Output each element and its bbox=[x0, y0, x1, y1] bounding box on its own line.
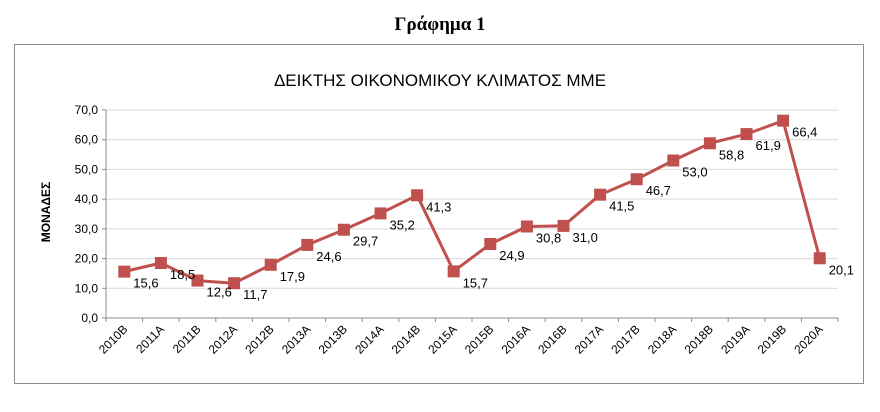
data-point-marker bbox=[154, 257, 167, 270]
data-label: 17,9 bbox=[280, 269, 305, 284]
data-point-marker bbox=[703, 137, 716, 150]
data-label: 24,9 bbox=[499, 248, 524, 263]
y-tick-label: 0,0 bbox=[81, 311, 98, 325]
x-tick-label: 2016B bbox=[535, 322, 569, 356]
y-tick-label: 60,0 bbox=[75, 133, 99, 147]
data-point-marker bbox=[411, 189, 424, 202]
data-label: 58,8 bbox=[719, 147, 744, 162]
x-tick-label: 2011B bbox=[170, 322, 204, 356]
y-tick-label: 30,0 bbox=[75, 222, 99, 236]
x-tick-label: 2014B bbox=[389, 322, 423, 356]
data-label: 12,6 bbox=[207, 285, 232, 300]
series-markers bbox=[118, 114, 826, 290]
data-point-marker bbox=[191, 274, 204, 287]
data-label: 31,0 bbox=[573, 230, 598, 245]
y-tick-label: 70,0 bbox=[75, 103, 99, 117]
data-label: 11,7 bbox=[243, 287, 267, 302]
data-point-marker bbox=[777, 114, 790, 127]
data-point-marker bbox=[484, 238, 497, 251]
x-tick-label: 2019A bbox=[718, 322, 752, 356]
data-point-marker bbox=[630, 173, 643, 186]
data-point-marker bbox=[118, 265, 131, 278]
x-tick-label: 2012B bbox=[242, 322, 276, 356]
y-axis-label: ΜΟΝΑΔΕΣ bbox=[39, 182, 53, 243]
data-label: 61,9 bbox=[756, 138, 781, 153]
data-point-marker bbox=[594, 188, 607, 201]
figure-heading: Γράφημα 1 bbox=[394, 14, 486, 35]
data-labels: 15,6 18,5 12,6 11,7 17,9 24,6 29,7 35,2 41,3 15,7… bbox=[133, 125, 854, 303]
data-label: 15,6 bbox=[133, 276, 158, 291]
data-point-marker bbox=[447, 265, 460, 278]
x-tick-label: 2019B bbox=[755, 322, 789, 356]
y-tick-labels: 0,0 10,0 20,0 30,0 40,0 50,0 60,0 70,0 bbox=[75, 103, 99, 325]
x-tick-label: 2016A bbox=[499, 322, 533, 356]
data-point-marker bbox=[337, 223, 350, 236]
data-point-marker bbox=[813, 252, 826, 265]
data-label: 15,7 bbox=[463, 275, 488, 290]
x-tick-label: 2015B bbox=[462, 322, 496, 356]
data-label: 18,5 bbox=[170, 267, 195, 282]
x-tick-labels: 2010B 2011A 2011B 2012A 2012B 2013A 2013B 2014A… bbox=[96, 322, 826, 356]
y-tick-label: 40,0 bbox=[75, 192, 99, 206]
data-label: 35,2 bbox=[390, 217, 415, 232]
x-tick-label: 2018A bbox=[645, 322, 679, 356]
x-tick-label: 2015A bbox=[425, 322, 459, 356]
data-label: 41,3 bbox=[426, 199, 451, 214]
x-tick-label: 2014A bbox=[352, 322, 386, 356]
series-line bbox=[123, 119, 822, 285]
data-label: 29,7 bbox=[353, 234, 378, 249]
series-polyline bbox=[123, 119, 822, 285]
data-point-marker bbox=[740, 128, 753, 141]
x-tick-label: 2017A bbox=[572, 322, 606, 356]
x-tick-label: 2017B bbox=[608, 322, 642, 356]
data-point-marker bbox=[520, 220, 533, 233]
data-label: 53,0 bbox=[682, 165, 707, 180]
x-tick-label: 2013B bbox=[316, 322, 350, 356]
x-tick-label: 2020A bbox=[791, 322, 825, 356]
y-tick-label: 10,0 bbox=[75, 281, 99, 295]
data-point-marker bbox=[228, 277, 241, 290]
data-label: 66,4 bbox=[792, 125, 817, 140]
gridlines bbox=[106, 109, 838, 289]
x-tick-label: 2018B bbox=[682, 322, 716, 356]
x-tick-label: 2011A bbox=[133, 322, 167, 356]
x-tick-label: 2012A bbox=[206, 322, 240, 356]
y-tick-label: 20,0 bbox=[75, 252, 99, 266]
x-tick-label: 2010B bbox=[96, 322, 130, 356]
data-point-marker bbox=[374, 207, 387, 220]
y-tick-label: 50,0 bbox=[75, 162, 99, 176]
data-label: 20,1 bbox=[829, 262, 854, 277]
data-label: 41,5 bbox=[609, 199, 634, 214]
data-point-marker bbox=[264, 258, 277, 271]
data-label: 46,7 bbox=[646, 183, 671, 198]
data-point-marker bbox=[301, 238, 314, 251]
chart-frame bbox=[14, 44, 864, 384]
data-point-marker bbox=[667, 154, 680, 167]
data-label: 24,6 bbox=[316, 249, 341, 264]
data-point-marker bbox=[557, 219, 570, 232]
chart-title: ΔΕΙΚΤΗΣ ΟΙΚΟΝΟΜΙΚΟΥ ΚΛΙΜΑΤΟΣ ΜΜΕ bbox=[274, 71, 606, 90]
axes bbox=[102, 109, 839, 322]
data-label: 30,8 bbox=[536, 230, 561, 245]
x-tick-label: 2013A bbox=[279, 322, 313, 356]
